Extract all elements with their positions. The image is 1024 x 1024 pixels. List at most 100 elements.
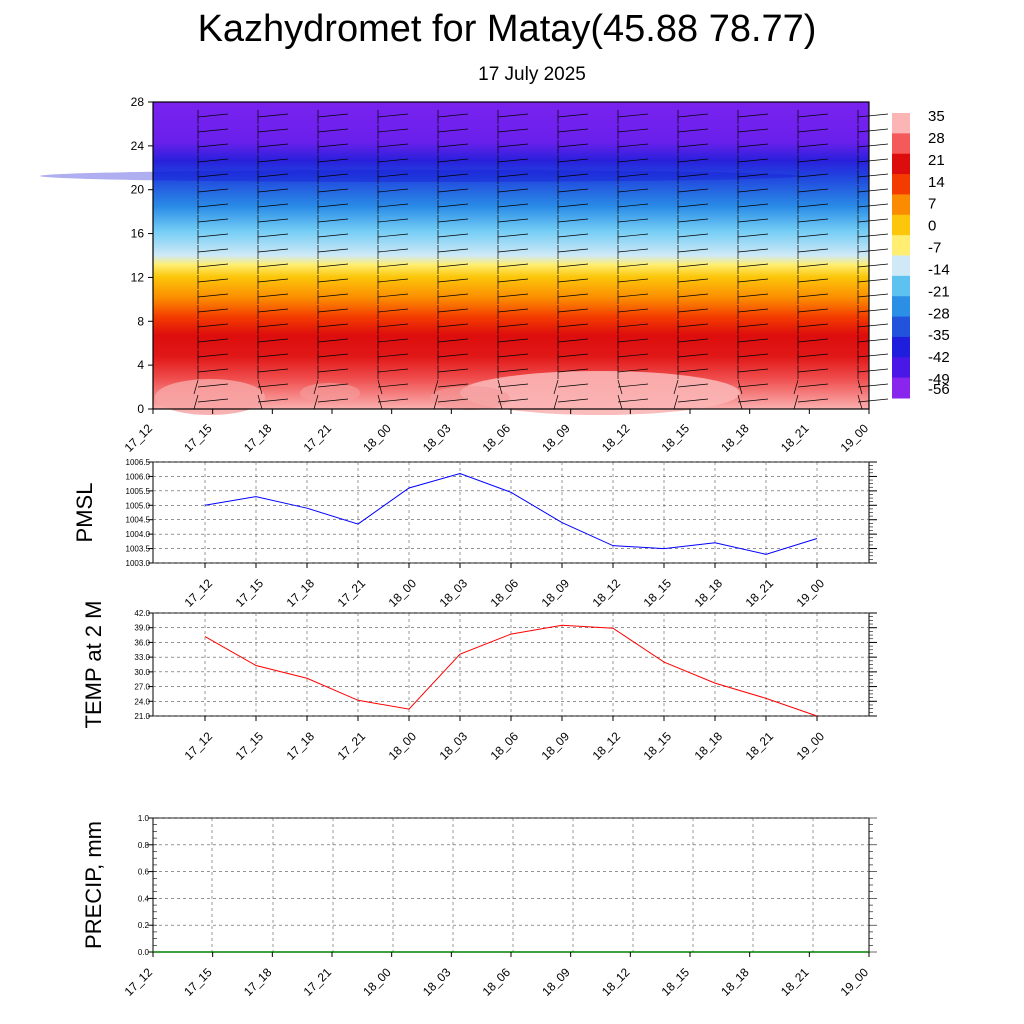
x-tick-label: 17_18 xyxy=(284,729,318,763)
wind-barb xyxy=(737,143,769,148)
wind-barb xyxy=(197,158,229,163)
wind-barb xyxy=(857,158,889,163)
wind-barb xyxy=(737,188,769,193)
x-tick-label: 18_12 xyxy=(590,576,624,610)
wind-barb xyxy=(737,308,769,313)
y-tick-label: 28 xyxy=(131,95,145,109)
wind-barb xyxy=(557,338,589,343)
x-tick-label: 18_06 xyxy=(480,421,514,455)
wind-barb xyxy=(677,263,709,268)
wind-barb xyxy=(857,113,889,118)
y-tick-label: 0 xyxy=(137,402,144,416)
wind-barb xyxy=(377,188,409,193)
wind-barb xyxy=(557,308,589,313)
heatmap-warm-area xyxy=(430,386,510,410)
wind-barb xyxy=(677,338,709,343)
wind-barb xyxy=(797,293,829,298)
wind-barb xyxy=(377,248,409,253)
wind-barb xyxy=(437,158,469,163)
wind-barb xyxy=(797,368,829,373)
wind-barb xyxy=(737,353,769,358)
wind-barb xyxy=(317,278,349,283)
y-tick-label: 33.0 xyxy=(134,653,150,662)
x-tick-label: 17_12 xyxy=(122,421,156,455)
wind-barb xyxy=(317,293,349,298)
wind-barb xyxy=(257,383,289,388)
x-tick-label: 18_09 xyxy=(539,421,573,455)
wind-barb xyxy=(677,113,709,118)
wind-barb xyxy=(257,233,289,238)
wind-barb xyxy=(557,368,589,373)
wind-barb xyxy=(197,203,229,208)
x-tick-label: 19_00 xyxy=(838,965,872,999)
wind-barb xyxy=(497,128,529,133)
wind-barb xyxy=(437,143,469,148)
wind-barb xyxy=(377,263,409,268)
wind-barb xyxy=(257,203,289,208)
wind-barb xyxy=(377,353,409,358)
wind-barb xyxy=(257,158,289,163)
wind-barb xyxy=(377,158,409,163)
wind-barb xyxy=(617,323,649,328)
x-tick-label: 18_21 xyxy=(778,965,812,999)
wind-barb xyxy=(377,278,409,283)
y-tick-label: 0.6 xyxy=(138,868,150,877)
x-tick-label: 17_15 xyxy=(181,421,215,455)
wind-barb xyxy=(317,308,349,313)
wind-barb xyxy=(497,383,529,388)
colorbar-label: -49 xyxy=(928,371,950,388)
wind-barb xyxy=(617,293,649,298)
wind-barb xyxy=(197,383,229,388)
wind-barb xyxy=(377,338,409,343)
wind-barb xyxy=(617,368,649,373)
wind-barb xyxy=(617,143,649,148)
wind-barb xyxy=(437,113,469,118)
wind-barb xyxy=(737,263,769,268)
wind-barb xyxy=(317,203,349,208)
wind-barb xyxy=(797,278,829,283)
x-tick-label: 18_09 xyxy=(539,729,573,763)
x-tick-label: 19_00 xyxy=(794,576,828,610)
x-tick-label: 17_18 xyxy=(241,965,275,999)
wind-barb xyxy=(197,263,229,268)
wind-barb xyxy=(617,383,649,388)
heatmap-cold-band xyxy=(40,170,800,182)
wind-barb xyxy=(377,143,409,148)
wind-barb xyxy=(197,248,229,253)
wind-barb xyxy=(677,218,709,223)
wind-barb xyxy=(377,113,409,118)
wind-barb xyxy=(797,188,829,193)
wind-barb xyxy=(377,203,409,208)
wind-barb xyxy=(377,173,409,178)
x-tick-label: 19_00 xyxy=(794,729,828,763)
wind-barb xyxy=(737,398,769,403)
wind-barb xyxy=(257,113,289,118)
wind-barb xyxy=(257,323,289,328)
wind-barb xyxy=(557,323,589,328)
wind-barb xyxy=(197,278,229,283)
wind-barb xyxy=(557,353,589,358)
y-tick-label: 1005.0 xyxy=(126,501,151,510)
wind-barb xyxy=(797,323,829,328)
wind-barb xyxy=(557,233,589,238)
wind-barb xyxy=(677,143,709,148)
wind-barb xyxy=(317,128,349,133)
wind-barb xyxy=(677,278,709,283)
wind-barb xyxy=(797,338,829,343)
colorbar-label: -7 xyxy=(928,240,941,257)
wind-barb xyxy=(377,383,409,388)
wind-barb xyxy=(857,233,889,238)
x-tick-label: 18_00 xyxy=(360,965,394,999)
wind-barb xyxy=(557,278,589,283)
wind-barb xyxy=(797,263,829,268)
wind-barb xyxy=(797,218,829,223)
wind-barb xyxy=(797,113,829,118)
colorbar-label: 7 xyxy=(928,196,936,213)
wind-barb xyxy=(197,308,229,313)
wind-barb xyxy=(257,338,289,343)
wind-barb xyxy=(737,278,769,283)
x-tick-label: 18_03 xyxy=(420,421,454,455)
wind-barb xyxy=(497,368,529,373)
wind-barb xyxy=(437,368,469,373)
